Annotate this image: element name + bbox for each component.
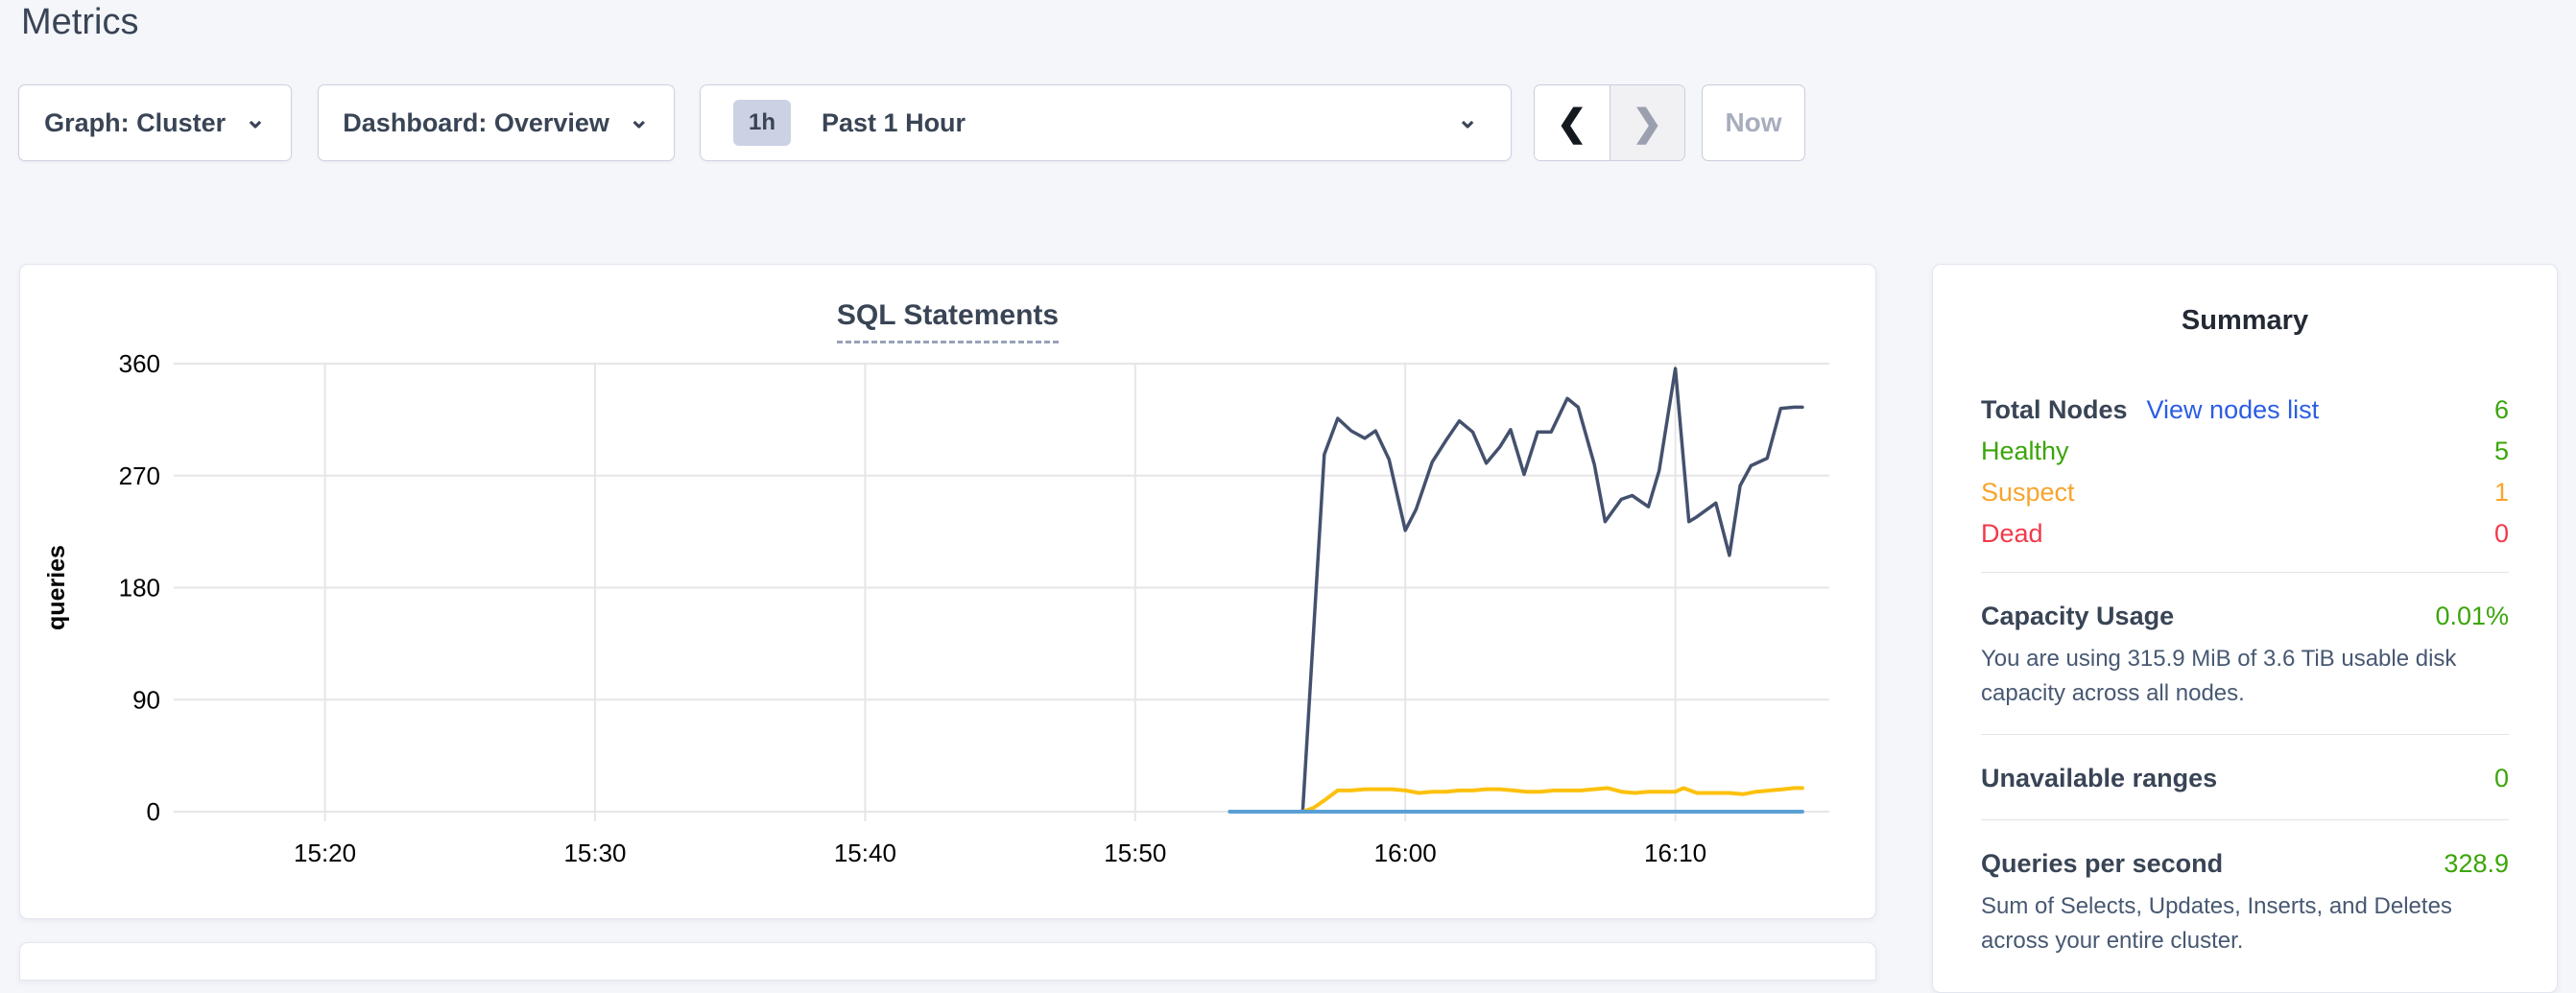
queries-per-second-description: Sum of Selects, Updates, Inserts, and De…	[1981, 893, 2452, 954]
dead-nodes-row: Dead 0	[1981, 515, 2509, 552]
capacity-usage-value: 0.01%	[2435, 602, 2509, 630]
queries-per-second-value: 328.9	[2444, 849, 2509, 878]
unavailable-ranges-label: Unavailable ranges	[1981, 764, 2218, 792]
queries-per-second-label: Queries per second	[1981, 849, 2224, 878]
capacity-usage-row: Capacity Usage 0.01%	[1981, 598, 2509, 634]
prev-time-button[interactable]: ❮	[1535, 85, 1610, 160]
queries-per-second-row: Queries per second 328.9	[1981, 845, 2509, 882]
sql-statements-chart-card: SQL Statements 0 90 180 270 360 15:20 15:30 15:…	[19, 264, 1876, 919]
x-tick-label: 15:50	[1104, 839, 1166, 867]
time-range-label: Past 1 Hour	[822, 107, 966, 137]
chevron-left-icon: ❮	[1556, 103, 1587, 144]
sql-statements-chart: 0 90 180 270 360 15:20 15:30 15:40 15:50 16:00 16:…	[43, 349, 1829, 867]
time-range-selector[interactable]: 1h Past 1 Hour ⌄	[700, 84, 1512, 161]
x-tick-label: 15:30	[563, 839, 626, 867]
y-tick-label: 0	[147, 797, 160, 826]
x-tick-label: 16:10	[1644, 839, 1706, 867]
now-button[interactable]: Now	[1702, 84, 1805, 161]
y-tick-label: 360	[119, 349, 160, 378]
summary-divider	[1981, 734, 2509, 735]
total-nodes-label: Total Nodes	[1981, 395, 2128, 424]
y-tick-label: 180	[119, 574, 160, 603]
suspect-nodes-row: Suspect 1	[1981, 474, 2509, 510]
unavailable-ranges-value: 0	[2493, 764, 2509, 792]
summary-title: Summary	[2181, 305, 2309, 336]
capacity-usage-label: Capacity Usage	[1981, 602, 2175, 630]
suspect-value: 1	[2493, 478, 2509, 507]
summary-divider	[1981, 819, 2509, 820]
x-tick-label: 16:00	[1374, 839, 1437, 867]
metrics-toolbar: Metrics Graph: Cluster ⌄ Dashboard: Over…	[0, 0, 2576, 173]
y-axis-label: queries	[43, 545, 70, 630]
time-nav-arrows: ❮ ❯	[1534, 84, 1685, 161]
healthy-value: 5	[2493, 437, 2509, 465]
graph-dropdown[interactable]: Graph: Cluster ⌄	[18, 84, 292, 161]
dead-value: 0	[2493, 519, 2509, 548]
graph-dropdown-label: Graph: Cluster	[44, 107, 227, 137]
y-tick-label: 90	[132, 685, 160, 714]
total-nodes-value: 6	[2493, 395, 2509, 424]
series-navy-line	[1300, 366, 1804, 814]
next-chart-card-partial	[19, 942, 1876, 981]
x-tick-label: 15:40	[834, 839, 896, 867]
chevron-right-icon: ❯	[1632, 103, 1663, 144]
time-range-badge: 1h	[733, 100, 792, 146]
series-yellow-line	[1300, 786, 1804, 814]
next-time-button-disabled[interactable]: ❯	[1610, 85, 1684, 160]
summary-panel: Summary Total Nodes View nodes list 6 He…	[1932, 264, 2558, 993]
dashboard-dropdown[interactable]: Dashboard: Overview ⌄	[318, 84, 675, 161]
unavailable-ranges-row: Unavailable ranges 0	[1981, 760, 2509, 796]
page-title: Metrics	[21, 2, 139, 42]
x-tick-label: 15:20	[294, 839, 356, 867]
suspect-label: Suspect	[1981, 478, 2075, 507]
view-nodes-list-link[interactable]: View nodes list	[2146, 395, 2320, 424]
chart-title-wrap: SQL Statements	[20, 299, 1875, 343]
dead-label: Dead	[1981, 519, 2043, 548]
healthy-label: Healthy	[1981, 437, 2069, 465]
y-tick-label: 270	[119, 461, 160, 490]
healthy-nodes-row: Healthy 5	[1981, 433, 2509, 469]
total-nodes-row: Total Nodes View nodes list 6	[1981, 391, 2509, 428]
chart-title[interactable]: SQL Statements	[836, 299, 1060, 343]
summary-divider	[1981, 572, 2509, 573]
dashboard-dropdown-label: Dashboard: Overview	[343, 107, 609, 137]
capacity-usage-description: You are using 315.9 MiB of 3.6 TiB usabl…	[1981, 646, 2457, 706]
